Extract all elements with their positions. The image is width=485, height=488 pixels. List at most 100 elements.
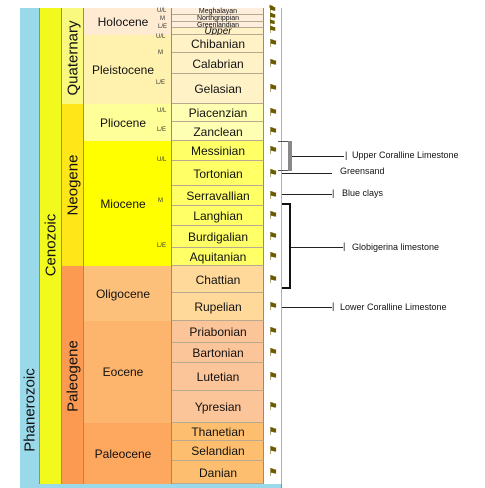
gssp-spike-icon: ⚑ bbox=[268, 210, 278, 222]
eon-cell bbox=[20, 8, 40, 484]
stage-label-thanetian: Thanetian bbox=[191, 425, 245, 439]
stage-label-meghalayan: Meghalayan bbox=[198, 8, 238, 15]
gssp-spike-icon: ⚑ bbox=[268, 18, 277, 28]
eon-label: Phanerozoic bbox=[21, 368, 39, 452]
subepoch-marker: L/E bbox=[157, 243, 167, 249]
stage-label-upper: Upper bbox=[204, 26, 232, 37]
epoch-label-paleocene: Paleocene bbox=[94, 446, 152, 461]
stage-label-gelasian: Gelasian bbox=[194, 82, 242, 96]
stage-cell-northgrippian bbox=[172, 15, 264, 22]
epoch-label-eocene: Eocene bbox=[102, 365, 144, 379]
stage-label-danian: Danian bbox=[198, 465, 238, 480]
stage-cell-ypresian bbox=[172, 391, 264, 423]
stage-cell-burdigalian bbox=[172, 226, 264, 248]
epoch-label-pleistocene: Pleistocene bbox=[91, 62, 155, 77]
gssp-spike-icon: ⚑ bbox=[268, 190, 278, 202]
gssp-spike-icon: ⚑ bbox=[268, 466, 278, 479]
stage-label-priabonian: Priabonian bbox=[189, 325, 247, 339]
stage-cell-greenlandian bbox=[172, 22, 264, 28]
stage-label-piacenzian: Piacenzian bbox=[188, 106, 248, 120]
stage-label-chibanian: Chibanian bbox=[190, 37, 246, 51]
leader-lower-coralline bbox=[282, 307, 332, 308]
gssp-spike-icon: ⚑ bbox=[268, 347, 278, 359]
gssp-spike-icon: ⚑ bbox=[268, 251, 278, 263]
bracket-globigerina bbox=[282, 203, 291, 289]
stage-label-chattian: Chattian bbox=[195, 272, 241, 287]
annotation-lower-coralline-limestone: Lower Coralline Limestone bbox=[340, 302, 447, 312]
stage-label-northgrippian: Northgrippian bbox=[196, 15, 240, 22]
gssp-spike-icon: ⚑ bbox=[268, 426, 278, 438]
stage-cell-danian bbox=[172, 461, 264, 484]
epoch-label-miocene: Miocene bbox=[100, 196, 146, 211]
period-cell-neogene bbox=[62, 104, 84, 266]
gssp-spike-icon: ⚑ bbox=[268, 401, 278, 413]
stage-cell-langhian bbox=[172, 206, 264, 226]
gssp-spike-icon: ⚑ bbox=[268, 273, 278, 286]
stage-label-serravallian: Serravallian bbox=[186, 189, 250, 203]
stage-cell-calabrian bbox=[172, 53, 264, 74]
leader-upper-coralline bbox=[292, 156, 344, 157]
gssp-spike-icon: ⚑ bbox=[268, 11, 277, 23]
epoch-label-oligocene: Oligocene bbox=[95, 286, 151, 301]
stage-label-selandian: Selandian bbox=[191, 444, 245, 458]
gssp-spike-icon: ⚑ bbox=[268, 107, 278, 119]
stage-cell-lutetian bbox=[172, 363, 264, 391]
subepoch-marker: U/L bbox=[157, 157, 167, 163]
stage-cell-zanclean bbox=[172, 122, 264, 141]
gssp-spike-icon: ⚑ bbox=[268, 57, 278, 70]
stage-cell-chattian bbox=[172, 266, 264, 293]
period-label-neogene: Neogene bbox=[64, 154, 82, 216]
annotation-greensand: Greensand bbox=[340, 166, 385, 176]
subepoch-marker: U/L bbox=[157, 108, 167, 114]
era-label: Cenozoic bbox=[42, 213, 60, 277]
leader-greensand bbox=[282, 173, 332, 174]
annotation-upper-coralline-limestone: Upper Coralline Limestone bbox=[352, 150, 459, 160]
stage-cell-tortonian bbox=[172, 161, 264, 186]
subepoch-marker: L/E bbox=[156, 80, 166, 86]
epoch-label-holocene: Holocene bbox=[97, 14, 149, 29]
annotation-tick: | bbox=[343, 241, 346, 251]
period-label-paleogene: Paleogene bbox=[64, 340, 82, 412]
stage-cell-rupelian bbox=[172, 293, 264, 321]
era-cell bbox=[40, 8, 62, 484]
gssp-spike-icon: ⚑ bbox=[268, 24, 277, 36]
subepoch-marker: L/E bbox=[157, 127, 167, 133]
subepoch-marker: M bbox=[158, 50, 163, 56]
stage-label-aquitanian: Aquitanian bbox=[189, 250, 247, 264]
subepoch-marker: U/L bbox=[157, 8, 167, 14]
leader-blue-clays bbox=[282, 194, 332, 195]
stage-cell-meghalayan bbox=[172, 8, 264, 15]
stage-label-rupelian: Rupelian bbox=[194, 300, 242, 314]
stage-cell-bartonian bbox=[172, 343, 264, 363]
stage-cell-piacenzian bbox=[172, 104, 264, 122]
gssp-spike-icon: ⚑ bbox=[268, 38, 278, 50]
stage-label-langhian: Langhian bbox=[193, 209, 243, 223]
stage-cell-thanetian bbox=[172, 423, 264, 441]
annotation-tick: | bbox=[332, 188, 335, 198]
stage-label-messinian: Messinian bbox=[190, 144, 246, 158]
epoch-cell-holocene bbox=[84, 8, 172, 35]
gssp-spike-icon: ⚑ bbox=[268, 83, 278, 95]
epoch-cell-miocene bbox=[84, 141, 172, 266]
stage-label-ypresian: Ypresian bbox=[194, 400, 242, 414]
stage-label-lutetian: Lutetian bbox=[196, 370, 240, 384]
gssp-spike-icon: ⚑ bbox=[268, 326, 278, 338]
stage-label-zanclean: Zanclean bbox=[193, 124, 243, 139]
stage-cell-aquitanian bbox=[172, 248, 264, 266]
stage-label-calabrian: Calabrian bbox=[192, 56, 244, 71]
subepoch-marker: M bbox=[158, 198, 163, 204]
annotation-tick: | bbox=[345, 150, 348, 160]
bracket-upper-coralline bbox=[288, 141, 292, 171]
leader-globigerina bbox=[291, 247, 343, 248]
bracket-upper-coralline-bottom bbox=[278, 170, 290, 171]
subepoch-marker: U/L bbox=[156, 34, 166, 40]
stage-cell-upper bbox=[172, 28, 264, 35]
stage-cell-messinian bbox=[172, 141, 264, 161]
annotation-tick: | bbox=[332, 301, 335, 311]
stage-cell-priabonian bbox=[172, 321, 264, 343]
gssp-spike-icon: ⚑ bbox=[268, 301, 278, 313]
gssp-spike-icon: ⚑ bbox=[268, 145, 278, 157]
stage-label-tortonian: Tortonian bbox=[193, 166, 243, 181]
epoch-cell-paleocene bbox=[84, 423, 172, 484]
stage-cell-chibanian bbox=[172, 35, 264, 53]
